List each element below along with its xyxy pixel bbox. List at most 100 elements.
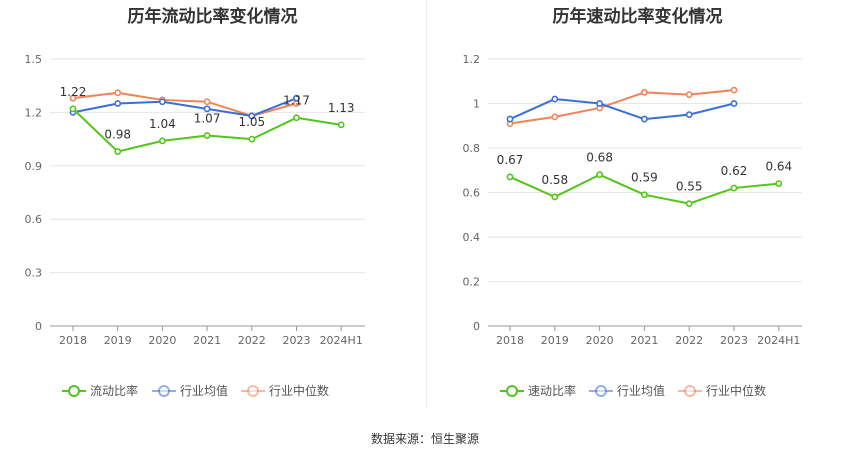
x-tick-label: 2022 xyxy=(238,334,266,347)
data-point xyxy=(551,193,559,201)
legend-marker xyxy=(247,385,259,397)
legend-marker xyxy=(68,385,80,397)
data-point xyxy=(685,91,693,98)
y-tick-label: 0.9 xyxy=(25,160,43,173)
data-point xyxy=(775,180,783,187)
data-point xyxy=(158,137,166,145)
y-tick-label: 0.2 xyxy=(463,276,481,289)
data-point xyxy=(596,100,603,107)
data-point xyxy=(114,89,122,97)
data-point xyxy=(248,112,256,120)
chart-title: 历年速动比率变化情况 xyxy=(552,7,723,27)
series-line xyxy=(72,97,297,117)
series-line xyxy=(509,89,735,125)
y-tick-label: 0 xyxy=(473,320,480,333)
data-label: 0.62 xyxy=(721,164,748,178)
legend-label: 行业均值 xyxy=(617,383,665,398)
legend-item: 行业均值 xyxy=(152,383,228,398)
x-tick-label: 2019 xyxy=(104,334,132,347)
legend-item: 行业均值 xyxy=(589,383,665,398)
data-label: 1.05 xyxy=(238,115,265,129)
y-tick-label: 0.6 xyxy=(25,213,43,226)
y-tick-label: 0 xyxy=(35,320,42,333)
data-point xyxy=(158,98,166,106)
data-label: 0.68 xyxy=(586,151,613,165)
y-tick-label: 1.5 xyxy=(25,53,43,66)
data-point xyxy=(640,115,648,123)
data-point xyxy=(730,86,738,94)
data-label: 0.55 xyxy=(676,180,703,194)
legend-item: 行业中位数 xyxy=(241,383,329,398)
legend-label: 流动比率 xyxy=(90,383,138,398)
data-point xyxy=(337,121,345,129)
x-tick-label: 2024H1 xyxy=(757,334,800,347)
data-point xyxy=(506,115,514,123)
legend-marker xyxy=(158,385,170,397)
x-tick-label: 2023 xyxy=(720,334,748,347)
series-line xyxy=(509,98,735,121)
data-point xyxy=(114,100,122,107)
data-point xyxy=(293,94,300,102)
quick-ratio-chart: 历年速动比率变化情况 0 0.2 0.4 0.6 0.8 1 1.2 2018 2019 2020… xyxy=(425,0,850,420)
data-label: 1.13 xyxy=(328,101,355,115)
y-tick-label: 0.4 xyxy=(463,231,481,244)
data-label: 0.64 xyxy=(765,160,792,174)
data-label: 1.04 xyxy=(149,117,176,131)
data-point xyxy=(551,113,559,121)
legend-label: 行业中位数 xyxy=(269,383,329,398)
data-point xyxy=(685,200,693,208)
legend-item: 流动比率 xyxy=(62,383,138,398)
x-tick-label: 2019 xyxy=(541,334,569,347)
x-tick-label: 2021 xyxy=(193,334,221,347)
x-tick-label: 2024H1 xyxy=(320,334,363,347)
legend-label: 行业均值 xyxy=(180,383,228,398)
y-tick-label: 0.6 xyxy=(463,187,481,200)
data-label: 0.59 xyxy=(631,171,658,185)
data-label: 0.98 xyxy=(104,128,131,142)
y-tick-label: 0.3 xyxy=(25,267,43,280)
data-label: 1.17 xyxy=(283,94,310,108)
x-tick-label: 2022 xyxy=(675,334,703,347)
data-point xyxy=(596,171,603,179)
legend-item: 速动比率 xyxy=(500,383,576,398)
y-tick-label: 1.2 xyxy=(463,53,481,66)
legend-label: 速动比率 xyxy=(528,383,576,398)
x-tick-label: 2020 xyxy=(148,334,176,347)
legend-item: 行业中位数 xyxy=(678,383,766,398)
current-ratio-plot: 0 0.3 0.6 0.9 1.2 1.5 2018 2019 2020 2021 2022 2023… xyxy=(25,53,365,398)
data-point xyxy=(69,105,77,113)
data-label: 0.58 xyxy=(541,173,568,187)
data-point xyxy=(69,94,77,102)
data-point xyxy=(730,100,738,107)
legend-marker xyxy=(595,385,607,397)
legend-marker xyxy=(506,385,518,397)
chart-title: 历年流动比率变化情况 xyxy=(127,7,298,27)
data-label: 0.67 xyxy=(497,153,524,167)
panel-divider xyxy=(426,0,427,408)
data-point xyxy=(551,95,559,103)
quick-ratio-plot: 0 0.2 0.4 0.6 0.8 1 1.2 2018 2019 2020 2021 2022 202… xyxy=(463,53,802,398)
legend-label: 行业中位数 xyxy=(706,383,766,398)
x-tick-label: 2021 xyxy=(630,334,658,347)
data-point xyxy=(293,114,300,122)
data-point xyxy=(640,88,648,96)
data-point xyxy=(685,111,693,119)
data-point xyxy=(248,135,256,143)
data-source: 数据来源：恒生聚源 xyxy=(370,432,479,446)
y-tick-label: 0.8 xyxy=(463,142,481,155)
data-point xyxy=(730,184,738,192)
data-point xyxy=(203,105,211,113)
x-tick-label: 2020 xyxy=(586,334,614,347)
current-ratio-chart: 历年流动比率变化情况 0 0.3 0.6 0.9 1.2 1.5 2018 2019 2020 2… xyxy=(0,0,425,420)
x-tick-label: 2023 xyxy=(283,334,311,347)
x-tick-label: 2018 xyxy=(496,334,524,347)
data-point xyxy=(506,173,514,181)
data-point xyxy=(640,191,648,199)
data-point xyxy=(203,98,211,106)
data-point xyxy=(114,148,122,155)
y-tick-label: 1 xyxy=(473,98,480,111)
y-tick-label: 1.2 xyxy=(25,106,43,119)
x-tick-label: 2018 xyxy=(59,334,87,347)
legend-marker xyxy=(684,385,696,397)
data-point xyxy=(203,132,211,139)
